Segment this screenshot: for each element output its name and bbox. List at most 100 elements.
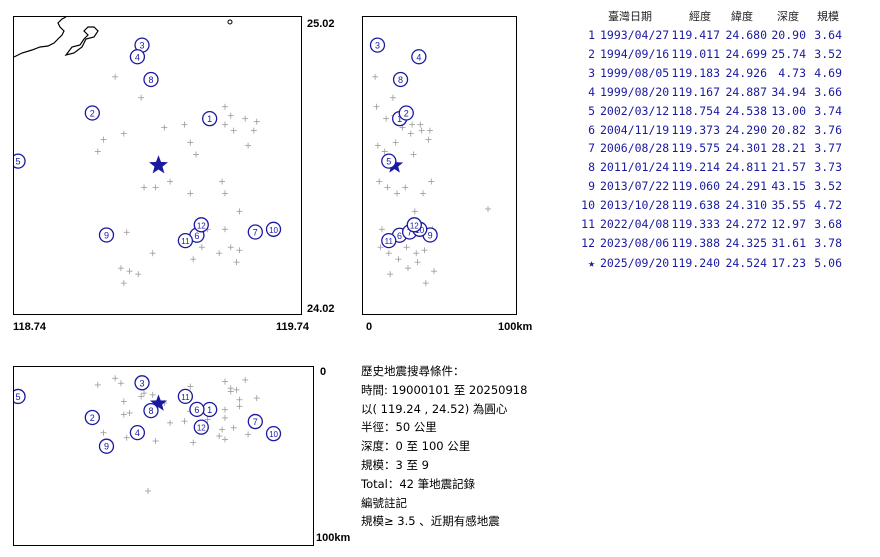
background-event	[100, 136, 107, 143]
event-number-label: 12	[197, 221, 206, 230]
cell-lon: 119.575	[671, 141, 720, 156]
cell-depth: 28.21	[771, 141, 806, 156]
cell-lat: 24.699	[725, 46, 767, 61]
event-number-label: 10	[415, 226, 424, 235]
background-event	[181, 418, 188, 425]
event-number-label: 10	[269, 226, 278, 235]
event-number-label: 6	[397, 231, 402, 241]
main-epicenter-map: 1 2 3 4 5 6 7 8 9 10 11 12	[13, 16, 302, 315]
background-event	[161, 124, 168, 131]
event-marker-7: 7	[247, 413, 263, 430]
background-event	[120, 411, 127, 418]
event-marker-4: 4	[129, 425, 146, 441]
event-number-label: 1	[397, 114, 402, 124]
background-event	[411, 208, 418, 215]
background-event	[219, 426, 226, 433]
conditions-magnitude: 規模：3 至 9	[361, 457, 429, 472]
background-event	[410, 151, 417, 158]
background-event	[253, 395, 260, 402]
cell-lat: 24.290	[725, 122, 767, 137]
background-event	[373, 103, 380, 110]
cell-lat: 24.811	[725, 160, 767, 175]
event-marker-9: 9	[98, 227, 115, 243]
cell-id: 4	[588, 84, 595, 99]
background-event	[389, 94, 396, 101]
event-marker-5: 5	[14, 153, 26, 169]
event-number-label: 1	[207, 114, 212, 124]
cell-depth: 4.73	[778, 65, 806, 80]
event-marker-5: 5	[14, 388, 26, 405]
background-event	[167, 178, 174, 185]
background-event	[374, 142, 381, 149]
event-number-label: 11	[181, 393, 190, 402]
background-event	[221, 226, 228, 233]
background-event	[392, 139, 399, 146]
background-event	[187, 190, 194, 197]
cell-id: 8	[588, 160, 595, 175]
event-marker-4: 4	[411, 49, 427, 65]
cell-id: 3	[588, 65, 595, 80]
cell-lon: 118.754	[671, 103, 720, 118]
event-marker-5: 5	[381, 153, 397, 169]
background-event	[216, 433, 223, 440]
ew-depth-profile: 1 2 3 4 5 6 7 8 9 10 11 12	[362, 16, 517, 315]
cell-id: 9	[588, 179, 595, 194]
background-event	[100, 429, 107, 436]
conditions-note-numbering: 編號註記	[361, 495, 407, 510]
cell-mag: 3.78	[814, 235, 842, 250]
cell-mag: 3.77	[814, 141, 842, 156]
ns-km-start-label: 0	[320, 366, 327, 378]
ns-km-end-label: 100km	[316, 532, 351, 544]
event-marker-1: 1	[202, 111, 218, 127]
event-marker-6: 6	[189, 401, 205, 418]
background-event	[117, 265, 124, 272]
background-event	[221, 436, 228, 443]
cell-lat: 24.926	[725, 65, 767, 80]
cell-lat: 24.538	[725, 103, 767, 118]
cell-date: 2013/10/28	[600, 198, 670, 213]
event-marker-12: 12	[406, 217, 422, 233]
background-event	[141, 184, 148, 191]
background-event	[428, 178, 435, 185]
background-event	[404, 265, 411, 272]
conditions-depth: 深度：0 至 100 公里	[361, 439, 471, 454]
cell-lat: 24.680	[725, 28, 767, 42]
cell-depth: 20.82	[771, 122, 806, 137]
event-number-label: 9	[104, 230, 109, 240]
cell-id: ★	[588, 255, 595, 270]
background-event	[383, 115, 390, 122]
background-event	[221, 103, 228, 110]
cell-depth: 31.61	[771, 235, 806, 250]
event-marker-3: 3	[369, 37, 386, 53]
background-event	[409, 121, 416, 128]
cell-lon: 119.183	[671, 65, 720, 80]
event-number-label: 10	[269, 430, 278, 439]
event-number-label: 8	[148, 406, 153, 416]
cell-date: 2022/04/08	[600, 217, 670, 231]
background-event	[112, 73, 119, 80]
background-event	[403, 244, 410, 251]
background-event	[376, 178, 383, 185]
cell-date: 2023/08/06	[600, 235, 670, 250]
background-event	[250, 127, 257, 134]
cell-id: 5	[588, 103, 595, 118]
cell-mag: 3.74	[814, 103, 842, 118]
conditions-radius: 半徑：50 公里	[361, 420, 437, 435]
cell-lon: 119.388	[671, 235, 720, 250]
coastline	[14, 17, 67, 58]
event-number-label: 7	[407, 227, 412, 237]
cell-date: 2011/01/24	[600, 160, 670, 175]
background-event	[120, 130, 127, 137]
cell-date: 1994/09/16	[600, 46, 670, 61]
event-number-label: 7	[253, 227, 258, 237]
background-event	[216, 250, 223, 257]
background-event	[138, 393, 145, 400]
cell-lon: 119.417	[671, 28, 720, 42]
background-event	[230, 424, 237, 431]
background-event	[221, 378, 228, 385]
background-event	[387, 271, 394, 278]
event-number-label: 8	[398, 75, 403, 85]
event-marker-12: 12	[193, 217, 209, 233]
cell-lon: 119.240	[671, 255, 720, 270]
